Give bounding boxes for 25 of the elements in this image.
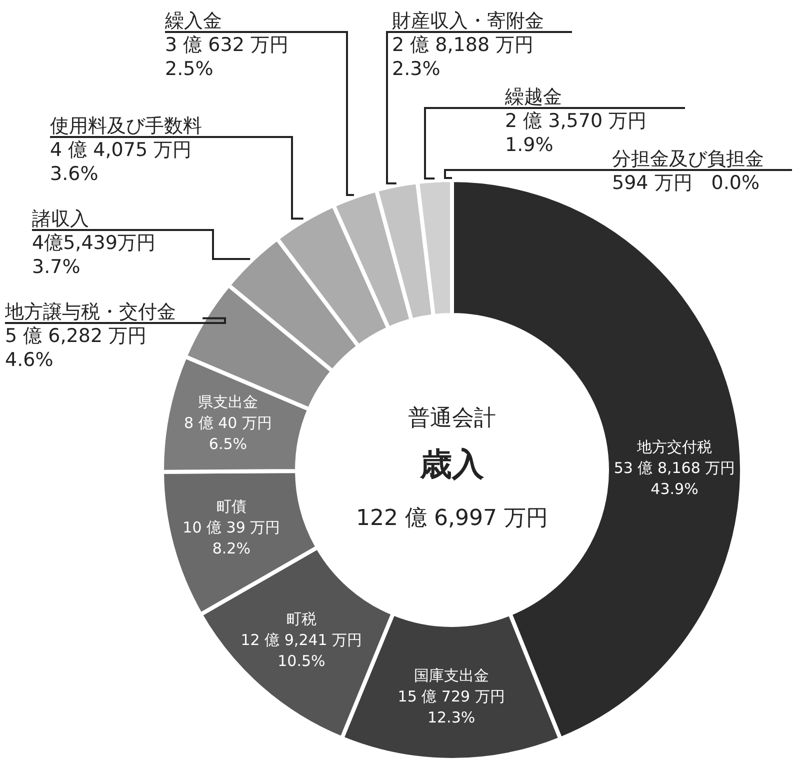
text: 普通会計 xyxy=(408,406,496,431)
data-label: 15 億 729 万円 12.3% xyxy=(398,688,505,726)
data-label: 2 億 8,188 万円 2.3% xyxy=(392,34,534,80)
data-label: 3 億 632 万円 2.5% xyxy=(165,34,288,80)
text: 歳入 xyxy=(419,445,485,483)
data-label: 4 億 4,075 万円 3.6% xyxy=(50,139,192,185)
data-label: 10 億 39 万円 8.2% xyxy=(182,518,280,558)
slice-label: 県支出金 xyxy=(198,393,258,412)
data-label: 8 億 40 万円 6.5% xyxy=(184,414,272,454)
data-label: 5 億 6,282 万円 4.6% xyxy=(5,325,147,371)
slice-label: 使用料及び手数料 xyxy=(50,115,202,137)
slice-label: 地方譲与税・交付金 xyxy=(4,301,176,323)
slice-label: 諸収入 xyxy=(32,208,89,230)
slice-label: 繰越金 xyxy=(504,86,562,108)
data-label: 12 億 9,241 万円 10.5% xyxy=(240,630,362,670)
slice-label: 町債 xyxy=(216,498,246,516)
slice-label: 繰入金 xyxy=(164,10,222,32)
slice-label: 町税 xyxy=(286,610,316,628)
slice-label: 国庫支出金 xyxy=(414,666,489,684)
text: 122 億 6,997 万円 xyxy=(356,506,548,531)
slice-label: 地方交付税 xyxy=(636,438,712,456)
data-label: 53 億 8,168 万円 43.9% xyxy=(614,459,736,498)
text: 594 万円 0.0% xyxy=(612,172,760,194)
slice-label: 財産収入・寄附金 xyxy=(392,10,544,32)
data-label: 4億5,439万円 3.7% xyxy=(32,232,156,278)
